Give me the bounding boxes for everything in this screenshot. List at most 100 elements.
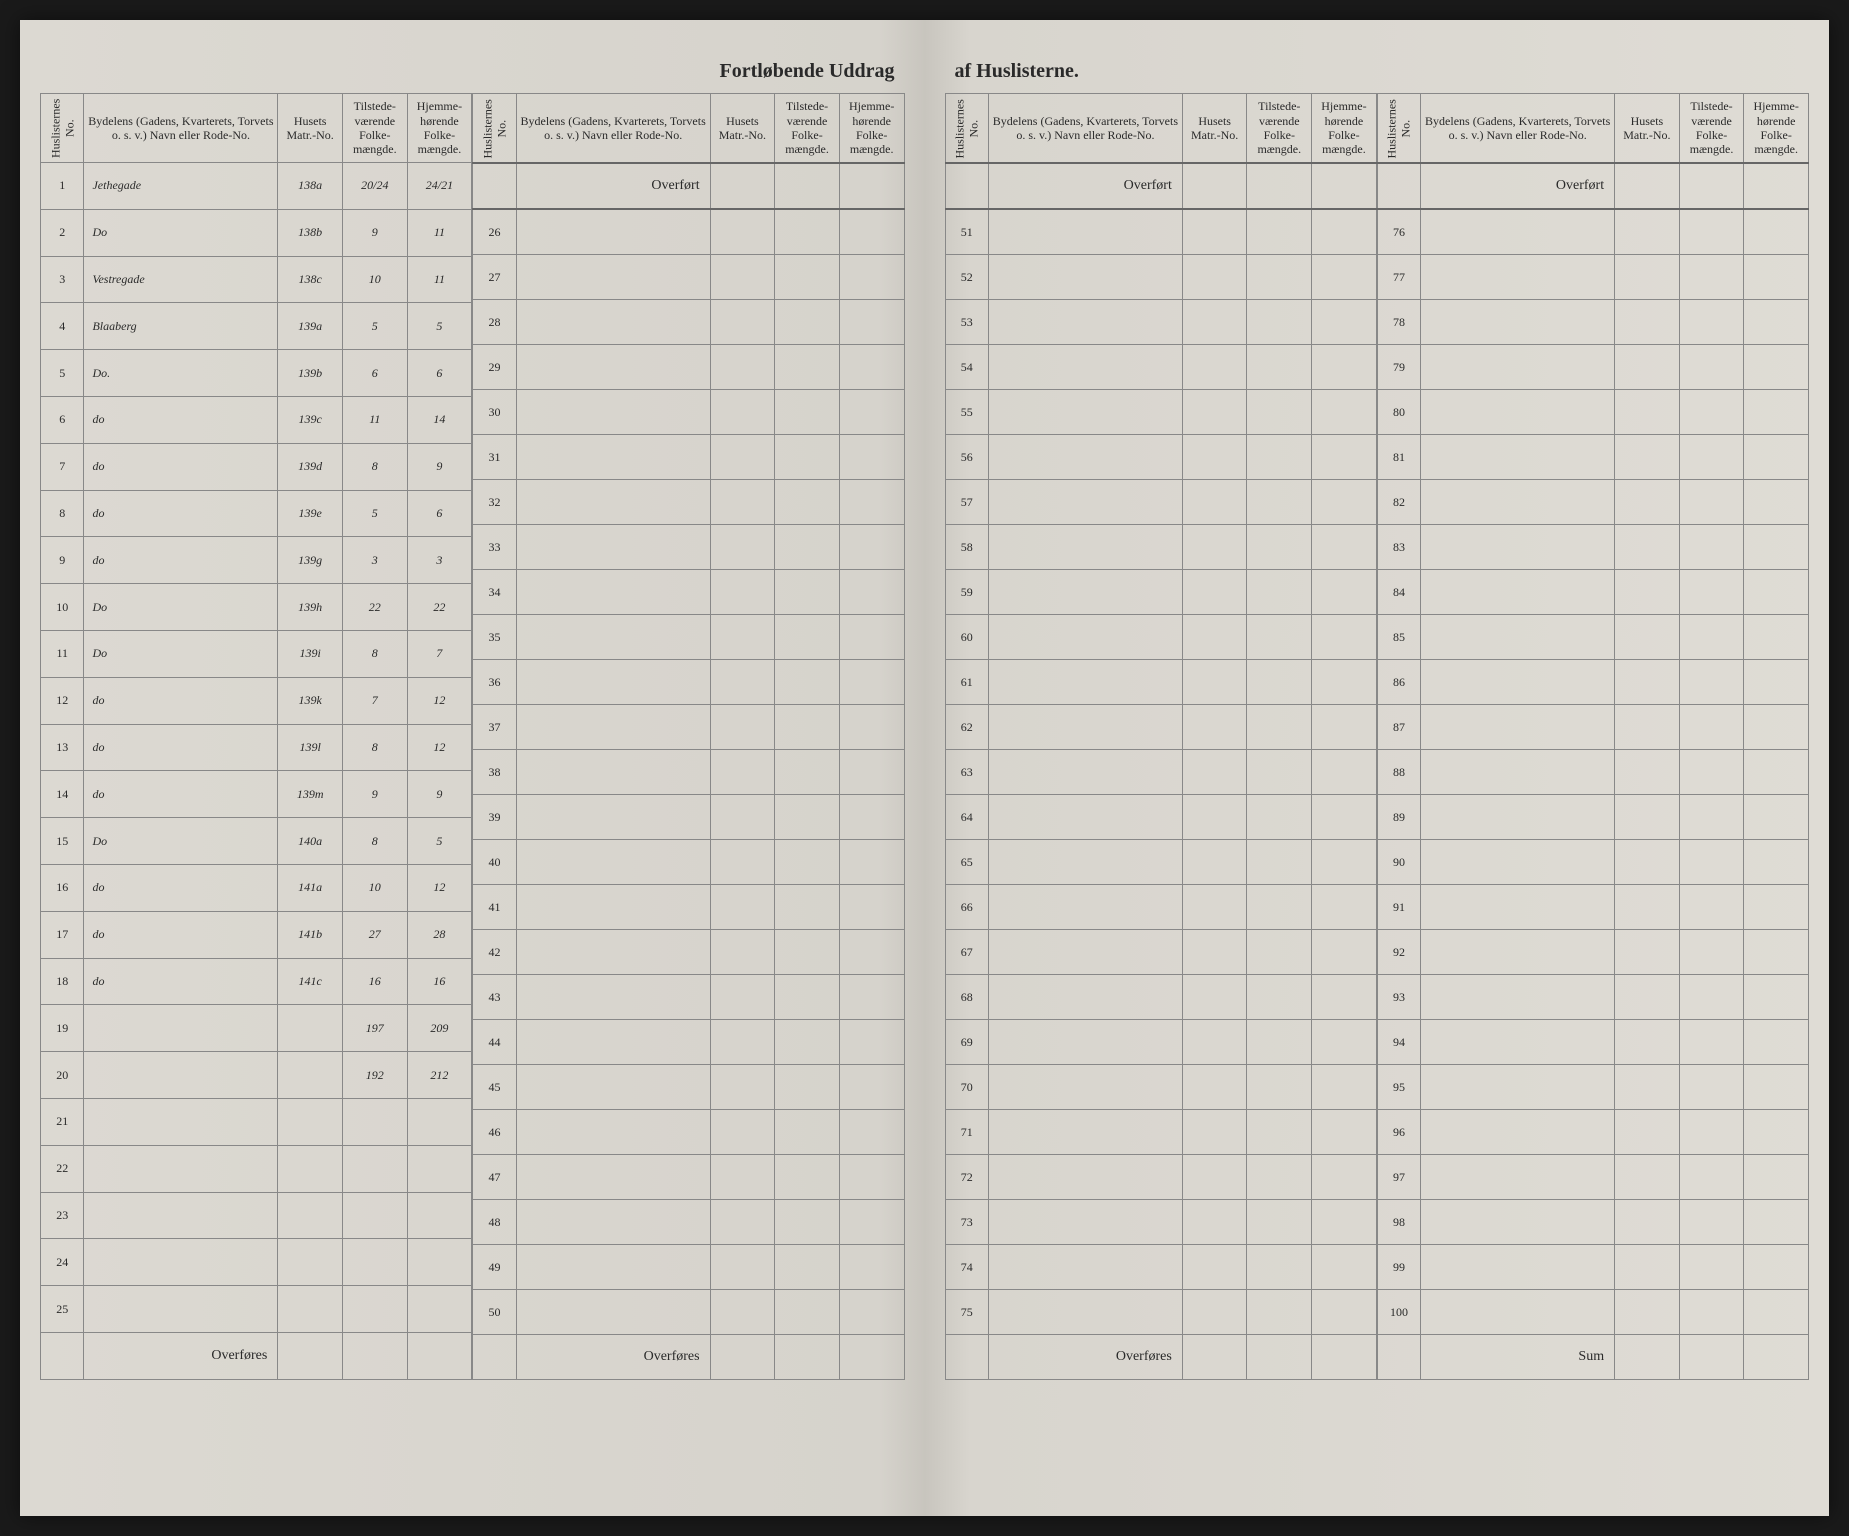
table-row: 24 [41,1239,472,1286]
row-number: 96 [1377,1110,1420,1155]
cell-name [988,1020,1182,1065]
row-number: 56 [945,435,988,480]
cell-name [1421,480,1615,525]
overfort-label: Overført [516,163,710,209]
col-matr: Husets Matr.-No. [710,94,775,164]
cell-hjemme [839,1290,904,1335]
cell-hjemme: 11 [407,256,472,303]
cell-name [988,345,1182,390]
cell-tilstede: 197 [342,1005,407,1052]
cell-hjemme [1312,975,1377,1020]
cell-name: do [84,864,278,911]
cell-matr [1182,480,1247,525]
table-row: 60 [945,615,1376,660]
cell-name [1421,345,1615,390]
table-row: 26 [473,209,904,255]
row-number: 54 [945,345,988,390]
col-husliste-no: Huslisternes No. [1377,94,1420,164]
row-number: 45 [473,1065,516,1110]
cell-hjemme [839,795,904,840]
cell-hjemme [1744,750,1809,795]
cell-matr: 139h [278,584,343,631]
cell-tilstede [1247,209,1312,255]
overfores-row: Overføres [41,1332,472,1379]
row-number: 93 [1377,975,1420,1020]
table-row: 93 [1377,975,1808,1020]
overfort-label: Overført [988,163,1182,209]
cell-hjemme [1744,1065,1809,1110]
cell-matr [1182,525,1247,570]
cell-tilstede: 10 [342,864,407,911]
table-row: 5Do.139b66 [41,350,472,397]
row-number: 19 [41,1005,84,1052]
cell-tilstede [1679,795,1744,840]
cell-matr [1615,795,1680,840]
row-number: 49 [473,1245,516,1290]
cell-tilstede [1679,480,1744,525]
cell-matr [1182,930,1247,975]
left-page: Fortløbende Uddrag Huslisternes No. Byde… [20,20,925,1516]
cell-matr: 141a [278,864,343,911]
cell-matr [1615,840,1680,885]
table-row: 94 [1377,1020,1808,1065]
cell-matr [1182,1110,1247,1155]
cell-hjemme: 6 [407,490,472,537]
row-number: 13 [41,724,84,771]
row-number: 75 [945,1290,988,1335]
table-row: 81 [1377,435,1808,480]
cell-hjemme [1744,570,1809,615]
cell-matr [710,660,775,705]
cell-hjemme [1744,975,1809,1020]
cell-matr: 139d [278,443,343,490]
row-number: 94 [1377,1020,1420,1065]
table-row: 67 [945,930,1376,975]
cell-tilstede [1679,345,1744,390]
row-number: 48 [473,1200,516,1245]
row-number: 33 [473,525,516,570]
table-row: 4Blaaberg139a55 [41,303,472,350]
cell-hjemme: 28 [407,911,472,958]
cell-name [1421,660,1615,705]
cell-hjemme [839,930,904,975]
row-number: 29 [473,345,516,390]
header-row: Huslisternes No. Bydelens (Gadens, Kvart… [41,94,472,163]
table-row: 15Do140a85 [41,818,472,865]
cell-matr [710,795,775,840]
cell-hjemme [839,1200,904,1245]
cell-hjemme [839,615,904,660]
cell-matr [710,930,775,975]
cell-name [988,390,1182,435]
table-row: 40 [473,840,904,885]
table-row: 39 [473,795,904,840]
table-row: 89 [1377,795,1808,840]
cell-tilstede [1679,750,1744,795]
cell-tilstede [775,1065,840,1110]
cell-name [988,1155,1182,1200]
cell-matr [1182,255,1247,300]
cell-tilstede [1247,1020,1312,1065]
table-row: 58 [945,525,1376,570]
cell-name [988,1245,1182,1290]
cell-hjemme: 3 [407,537,472,584]
cell-hjemme [1312,1020,1377,1065]
cell-matr [710,615,775,660]
table-row: 74 [945,1245,1376,1290]
row-number: 28 [473,300,516,345]
table-row: 33 [473,525,904,570]
cell-matr: 138c [278,256,343,303]
cell-tilstede [1247,1065,1312,1110]
cell-hjemme [1744,705,1809,750]
table-row: 59 [945,570,1376,615]
cell-name: Do [84,584,278,631]
table-row: 3Vestregade138c1011 [41,256,472,303]
cell-matr [1182,1290,1247,1335]
row-number: 92 [1377,930,1420,975]
cell-tilstede: 6 [342,350,407,397]
cell-tilstede [1679,1065,1744,1110]
cell-name [516,255,710,300]
cell-tilstede [1679,660,1744,705]
cell-tilstede: 8 [342,724,407,771]
cell-matr [710,209,775,255]
cell-matr [1615,1290,1680,1335]
col-husliste-no: Huslisternes No. [41,94,84,163]
